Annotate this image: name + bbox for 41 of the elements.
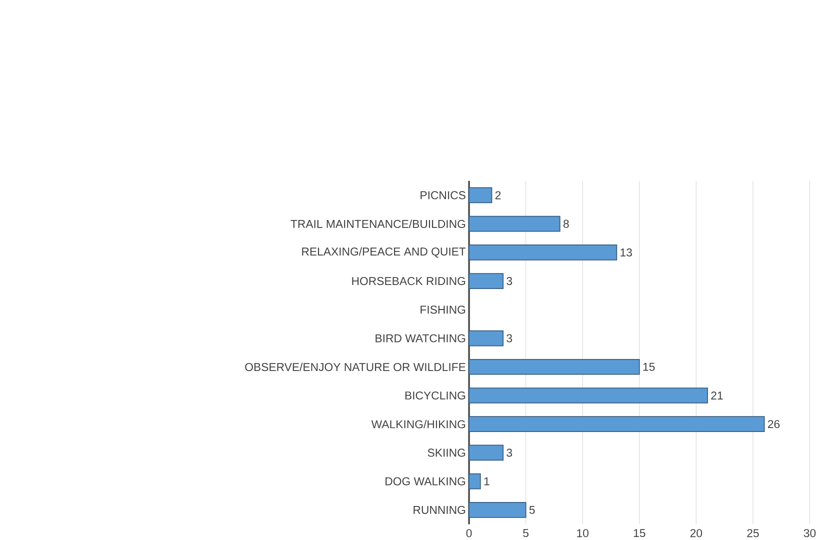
data-label: 5 <box>529 506 535 514</box>
data-label: 3 <box>506 276 512 286</box>
y-tick-label: BIRD WATCHING <box>376 334 466 342</box>
bar <box>468 502 526 518</box>
data-label: 3 <box>506 334 512 342</box>
data-label: 21 <box>711 391 723 400</box>
y-tick-label: HORSEBACK RIDING <box>352 276 466 286</box>
x-tick-label: 15 <box>634 529 646 538</box>
bar <box>468 473 481 490</box>
x-tick-label: 20 <box>690 529 702 538</box>
y-tick-label: PICNICS <box>420 191 466 200</box>
bar <box>468 388 708 404</box>
bar <box>468 244 618 260</box>
x-tick-label: 0 <box>466 529 472 538</box>
y-tick-label: DOG WALKING <box>386 477 466 486</box>
bar <box>468 330 504 346</box>
x-tick-label: 5 <box>523 529 529 538</box>
y-tick-label: SKIING <box>428 448 466 457</box>
data-label: 3 <box>506 448 512 457</box>
data-label: 8 <box>563 220 569 228</box>
y-tick-label: FISHING <box>420 306 466 314</box>
x-tick-label: 25 <box>747 529 759 538</box>
bar <box>468 416 765 432</box>
data-label: 26 <box>768 420 780 428</box>
bar <box>468 358 640 375</box>
data-label: 15 <box>643 362 655 371</box>
y-tick-label: TRAIL MAINTENANCE/BUILDING <box>290 220 466 228</box>
y-tick-label: RELAXING/PEACE AND QUIET <box>302 247 466 258</box>
bar <box>468 273 504 289</box>
bar <box>468 216 560 232</box>
data-label: 1 <box>484 477 490 486</box>
data-label: 13 <box>620 248 632 256</box>
data-label: 2 <box>495 191 501 200</box>
x-tick-label: 10 <box>577 529 588 538</box>
y-tick-label: RUNNING <box>414 506 466 514</box>
bar <box>468 444 504 461</box>
y-tick-label: OBSERVE/ENJOY NATURE OR WILDLIFE <box>245 362 466 372</box>
y-tick-label: WALKING/HIKING <box>371 420 466 428</box>
y-tick-label: BICYCLING <box>405 391 466 400</box>
bar <box>468 187 492 204</box>
x-tick-label: 30 <box>804 529 816 538</box>
